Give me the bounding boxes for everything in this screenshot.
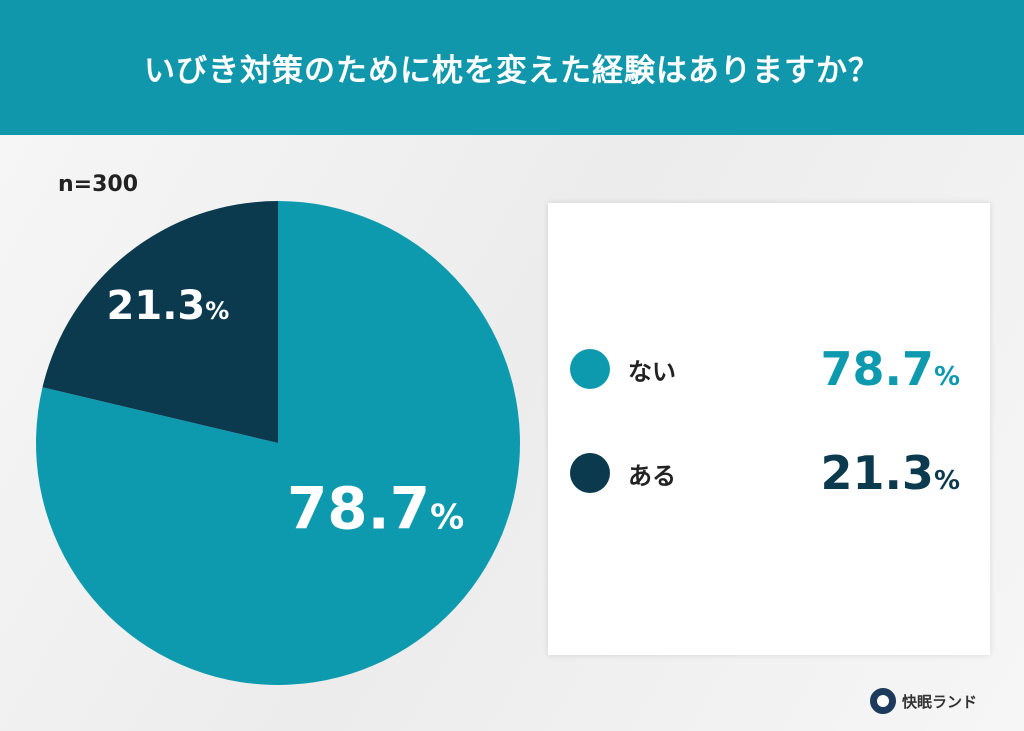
header: いびき対策のために枕を変えた経験はありますか？: [0, 0, 1024, 135]
legend-label: ある: [628, 461, 676, 490]
chart-title: いびき対策のために枕を変えた経験はありますか？: [144, 53, 880, 89]
pie-slice-0: [35, 201, 520, 686]
legend-value: 21.3%: [820, 446, 960, 500]
brand-logo: 快眠ランド: [870, 688, 977, 714]
legend-swatch: [570, 349, 610, 389]
sample-size: n=300: [58, 172, 139, 197]
legend: ない 78.7% ある 21.3%: [548, 203, 990, 655]
legend-label: ない: [628, 357, 676, 386]
legend-item-nai: ない 78.7%: [570, 342, 960, 396]
brand-name: 快眠ランド: [902, 692, 978, 711]
pie-slice-1: [42, 201, 278, 443]
logo-icon: [870, 688, 896, 714]
legend-item-aru: ある 21.3%: [570, 446, 960, 500]
legend-value: 78.7%: [820, 342, 960, 396]
legend-swatch: [570, 453, 610, 493]
